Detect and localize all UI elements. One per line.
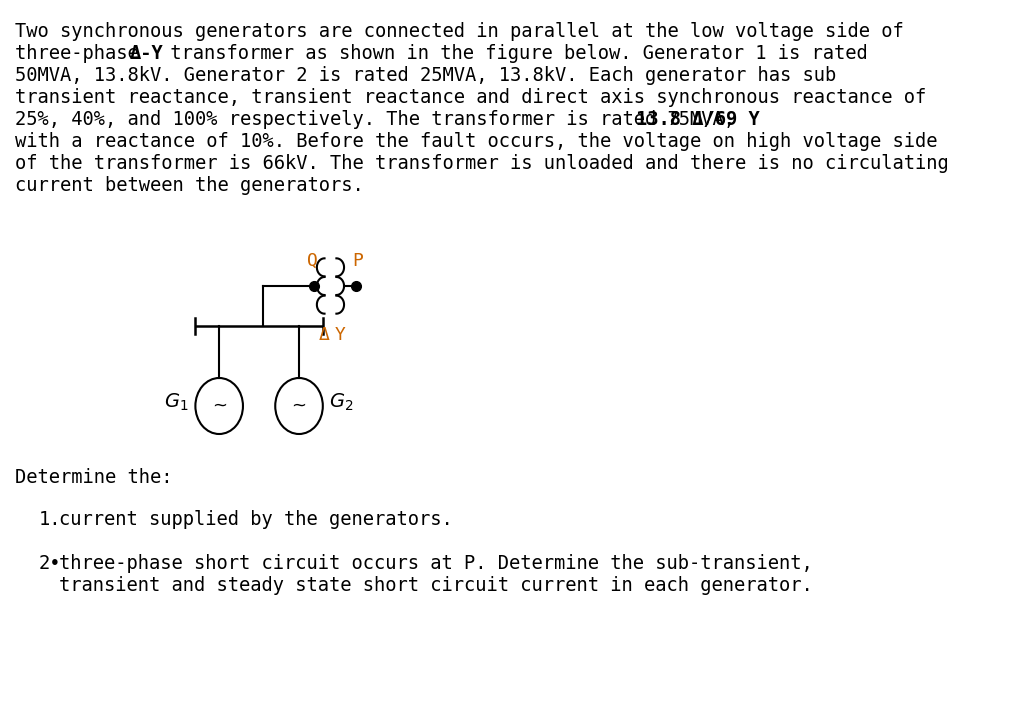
- Text: $G_1$: $G_1$: [165, 392, 189, 412]
- Text: P: P: [352, 252, 364, 270]
- Text: Δ-Y: Δ-Y: [130, 44, 164, 63]
- Text: Δ: Δ: [319, 326, 330, 344]
- Text: 13.8 Δ/69 Y: 13.8 Δ/69 Y: [637, 110, 760, 129]
- Text: transformer as shown in the figure below. Generator 1 is rated: transformer as shown in the figure below…: [159, 44, 867, 63]
- Text: three-phase: three-phase: [15, 44, 151, 63]
- Text: current supplied by the generators.: current supplied by the generators.: [59, 510, 454, 529]
- Text: with a reactance of 10%. Before the fault occurs, the voltage on high voltage si: with a reactance of 10%. Before the faul…: [15, 132, 938, 151]
- Text: ~: ~: [292, 397, 306, 415]
- Text: transient reactance, transient reactance and direct axis synchronous reactance o: transient reactance, transient reactance…: [15, 88, 927, 107]
- Text: transient and steady state short circuit current in each generator.: transient and steady state short circuit…: [59, 576, 813, 595]
- Text: 1.: 1.: [39, 510, 61, 529]
- Text: 25%, 40%, and 100% respectively. The transformer is rated 75MVA,: 25%, 40%, and 100% respectively. The tra…: [15, 110, 746, 129]
- Text: 50MVA, 13.8kV. Generator 2 is rated 25MVA, 13.8kV. Each generator has sub: 50MVA, 13.8kV. Generator 2 is rated 25MV…: [15, 66, 837, 85]
- Text: Determine the:: Determine the:: [15, 468, 173, 487]
- Text: Two synchronous generators are connected in parallel at the low voltage side of: Two synchronous generators are connected…: [15, 22, 904, 41]
- Text: ~: ~: [212, 397, 226, 415]
- Text: 2•: 2•: [39, 554, 61, 573]
- Text: current between the generators.: current between the generators.: [15, 176, 365, 195]
- Text: Q: Q: [307, 252, 318, 270]
- Text: $G_2$: $G_2$: [330, 392, 353, 412]
- Text: Y: Y: [335, 326, 345, 344]
- Text: three-phase short circuit occurs at P. Determine the sub-transient,: three-phase short circuit occurs at P. D…: [59, 554, 813, 573]
- Text: of the transformer is 66kV. The transformer is unloaded and there is no circulat: of the transformer is 66kV. The transfor…: [15, 154, 949, 173]
